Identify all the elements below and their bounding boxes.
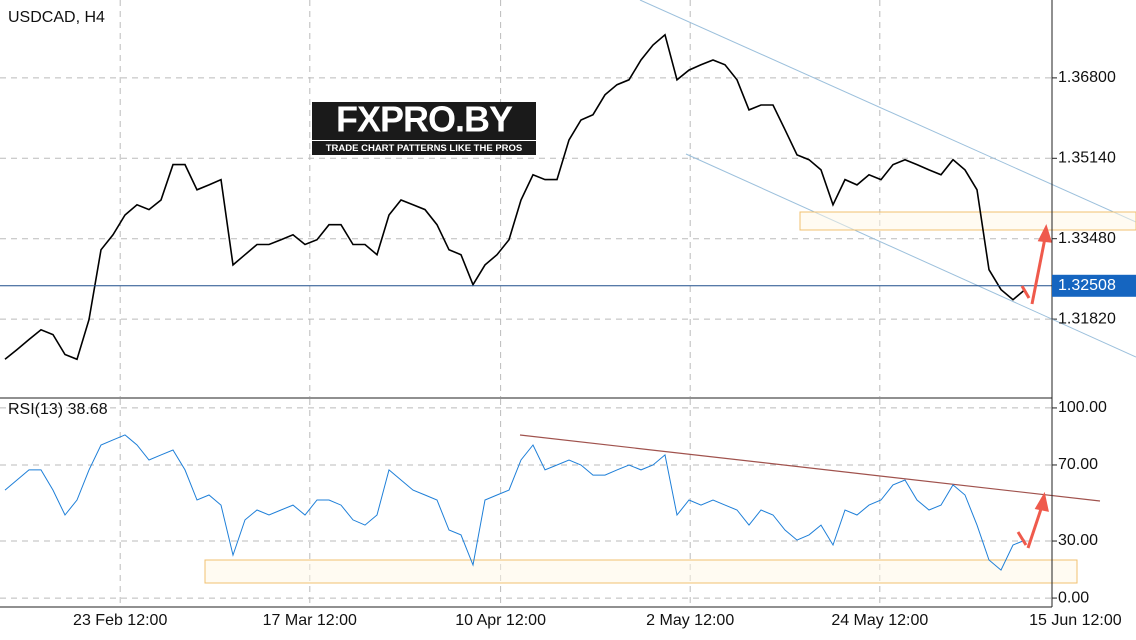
arrows bbox=[1016, 223, 1053, 549]
arrow bbox=[1016, 531, 1028, 546]
logo: FXPRO.BY TRADE CHART PATTERNS LIKE THE P… bbox=[312, 99, 536, 155]
arrow bbox=[1026, 505, 1044, 549]
x-tick-label: 23 Feb 12:00 bbox=[73, 612, 167, 629]
y-tick-label: 1.31820 bbox=[1058, 310, 1116, 327]
y-tick-label: 30.00 bbox=[1058, 532, 1098, 549]
arrow bbox=[1030, 237, 1047, 305]
x-tick-label: 24 May 12:00 bbox=[831, 612, 928, 629]
rsi-trendline bbox=[519, 434, 1101, 502]
series-line bbox=[4, 434, 1026, 571]
logo-tagline: TRADE CHART PATTERNS LIKE THE PROS bbox=[326, 143, 523, 154]
x-tick-label: 10 Apr 12:00 bbox=[455, 612, 546, 629]
y-tick-label: 1.35140 bbox=[1058, 150, 1116, 167]
x-tick-label: 2 May 12:00 bbox=[646, 612, 734, 629]
channel-lower bbox=[685, 153, 1136, 358]
y-tick-label: 100.00 bbox=[1058, 399, 1107, 416]
y-tick-label: 0.00 bbox=[1058, 589, 1089, 606]
logo-tag-box bbox=[312, 141, 536, 155]
x-tick-label: 15 Jun 12:00 bbox=[1029, 612, 1122, 629]
last-price-label: 1.32508 bbox=[1058, 277, 1116, 294]
support-zone bbox=[799, 211, 1136, 231]
logo-title: FXPRO.BY bbox=[336, 99, 513, 140]
rsi-title: RSI(13) 38.68 bbox=[8, 401, 108, 418]
channel-upper bbox=[639, 0, 1136, 223]
chart-title: USDCAD, H4 bbox=[8, 9, 105, 26]
y-tick-label: 70.00 bbox=[1058, 456, 1098, 473]
arrow-head bbox=[1034, 491, 1049, 512]
y-tick-label: 1.33480 bbox=[1058, 230, 1116, 247]
y-tick-label: 1.36800 bbox=[1058, 69, 1116, 86]
rsi-zone bbox=[204, 559, 1078, 584]
series-line bbox=[4, 33, 1026, 361]
grid-layer bbox=[0, 0, 1057, 607]
logo-box bbox=[312, 102, 536, 140]
x-tick-label: 17 Mar 12:00 bbox=[263, 612, 357, 629]
arrow bbox=[1020, 285, 1031, 299]
last-price-box bbox=[1052, 274, 1136, 297]
arrow-head bbox=[1037, 223, 1053, 243]
data-layer bbox=[0, 33, 1052, 571]
